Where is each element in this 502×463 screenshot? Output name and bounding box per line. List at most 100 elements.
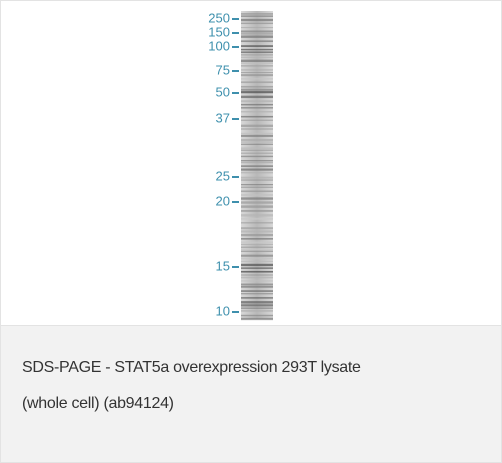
band [241,244,273,245]
band [241,261,273,262]
band [241,15,273,17]
marker-label: 10 [216,303,230,318]
marker-label: 100 [208,38,230,53]
band [241,13,273,15]
band [241,201,273,203]
band [241,264,273,266]
band [241,277,273,279]
band [241,69,273,70]
band [241,172,273,174]
band [241,255,273,257]
band [241,107,273,109]
band [241,96,273,98]
band [241,165,273,167]
band [241,190,273,192]
band [241,197,273,199]
band [241,100,273,102]
band [241,205,273,207]
band [241,251,273,252]
band [241,307,273,308]
band [241,54,273,55]
band [241,116,273,118]
band [241,19,273,21]
band [241,230,273,232]
marker-label: 37 [216,110,230,125]
marker-label: 150 [208,24,230,39]
band [241,249,273,251]
band [241,301,273,303]
band [241,74,273,76]
band [241,310,273,312]
band [241,177,273,179]
band [241,142,273,143]
band [241,35,273,37]
band [241,160,273,161]
band [241,78,273,79]
band [241,156,273,157]
band [241,274,273,275]
band [241,144,273,145]
band [241,40,273,42]
band [241,218,273,220]
band [241,297,273,298]
band [241,30,273,32]
band [241,210,273,212]
caption-area: SDS-PAGE - STAT5a overexpression 293T ly… [1,325,501,463]
band [241,169,273,171]
band [241,91,273,93]
band [241,153,273,154]
band [241,27,273,28]
band [241,238,273,240]
band [241,258,273,260]
marker-label: 75 [216,62,230,77]
band [241,51,273,53]
band [241,135,273,137]
band [241,86,273,88]
band [241,271,273,273]
band [241,104,273,105]
band [241,133,273,134]
marker-label: 25 [216,168,230,183]
band [241,57,273,59]
band [241,280,273,281]
band [241,214,273,216]
band [241,293,273,294]
marker-label: 20 [216,193,230,208]
band [241,290,273,292]
band [241,128,273,129]
band [241,286,273,288]
band [241,62,273,64]
band [241,184,273,185]
band [241,65,273,67]
figure-card: 250150100 75 50 37 25 20 15 10 SDS-PAGE - STAT5… [0,0,502,463]
marker-label: 250 [208,10,230,25]
band [241,45,273,47]
band [241,33,273,35]
band [241,267,273,268]
band [241,139,273,141]
band [241,187,273,188]
band [241,318,273,320]
band [241,179,273,180]
band [241,227,273,229]
band [241,162,273,163]
band [241,234,273,236]
band [241,111,273,112]
band [241,120,273,121]
band [241,125,273,127]
marker-label: 15 [216,258,230,273]
caption-line: (whole cell) (ab94124) [22,395,174,413]
band [241,72,273,73]
band [241,89,273,91]
band [241,147,273,149]
band [241,49,273,50]
band [241,304,273,306]
band [241,315,273,317]
band [241,241,273,243]
band [241,284,273,286]
marker-label: 50 [216,84,230,99]
band [241,60,273,62]
band [241,194,273,196]
caption-line: SDS-PAGE - STAT5a overexpression 293T ly… [22,359,361,377]
